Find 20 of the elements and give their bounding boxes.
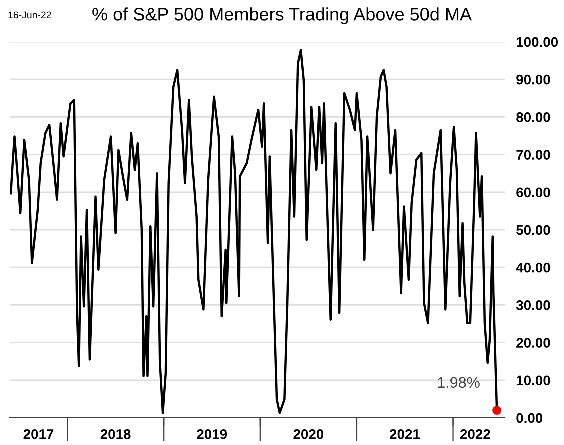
x-tick-label: 2021: [390, 429, 420, 440]
y-tick-label: 80.00: [516, 112, 550, 122]
x-tick-label: 2018: [100, 429, 131, 440]
x-tick-label: 2017: [24, 429, 54, 440]
y-tick-label: 50.00: [516, 225, 550, 236]
annotation: 1.98%: [438, 377, 480, 388]
x-tick-label: 2020: [294, 429, 324, 440]
y-tick-label: 70.00: [516, 150, 550, 160]
y-tick-label: 0.00: [516, 413, 543, 424]
y-tick-label: 10.00: [516, 376, 550, 386]
y-tick-label: 100.00: [516, 37, 558, 48]
chart-title: % of S&P 500 Members Trading Above 50d MA: [92, 8, 472, 24]
x-tick-label: 2019: [197, 429, 228, 440]
x-tick-label: 2022: [460, 429, 490, 440]
y-tick-label: 90.00: [516, 74, 550, 85]
text: 16-Jun-22: [8, 12, 52, 19]
y-tick-label: 40.00: [516, 262, 550, 273]
y-tick-label: 20.00: [516, 338, 550, 348]
y-tick-label: 30.00: [516, 300, 550, 310]
y-tick-label: 60.00: [516, 188, 550, 198]
